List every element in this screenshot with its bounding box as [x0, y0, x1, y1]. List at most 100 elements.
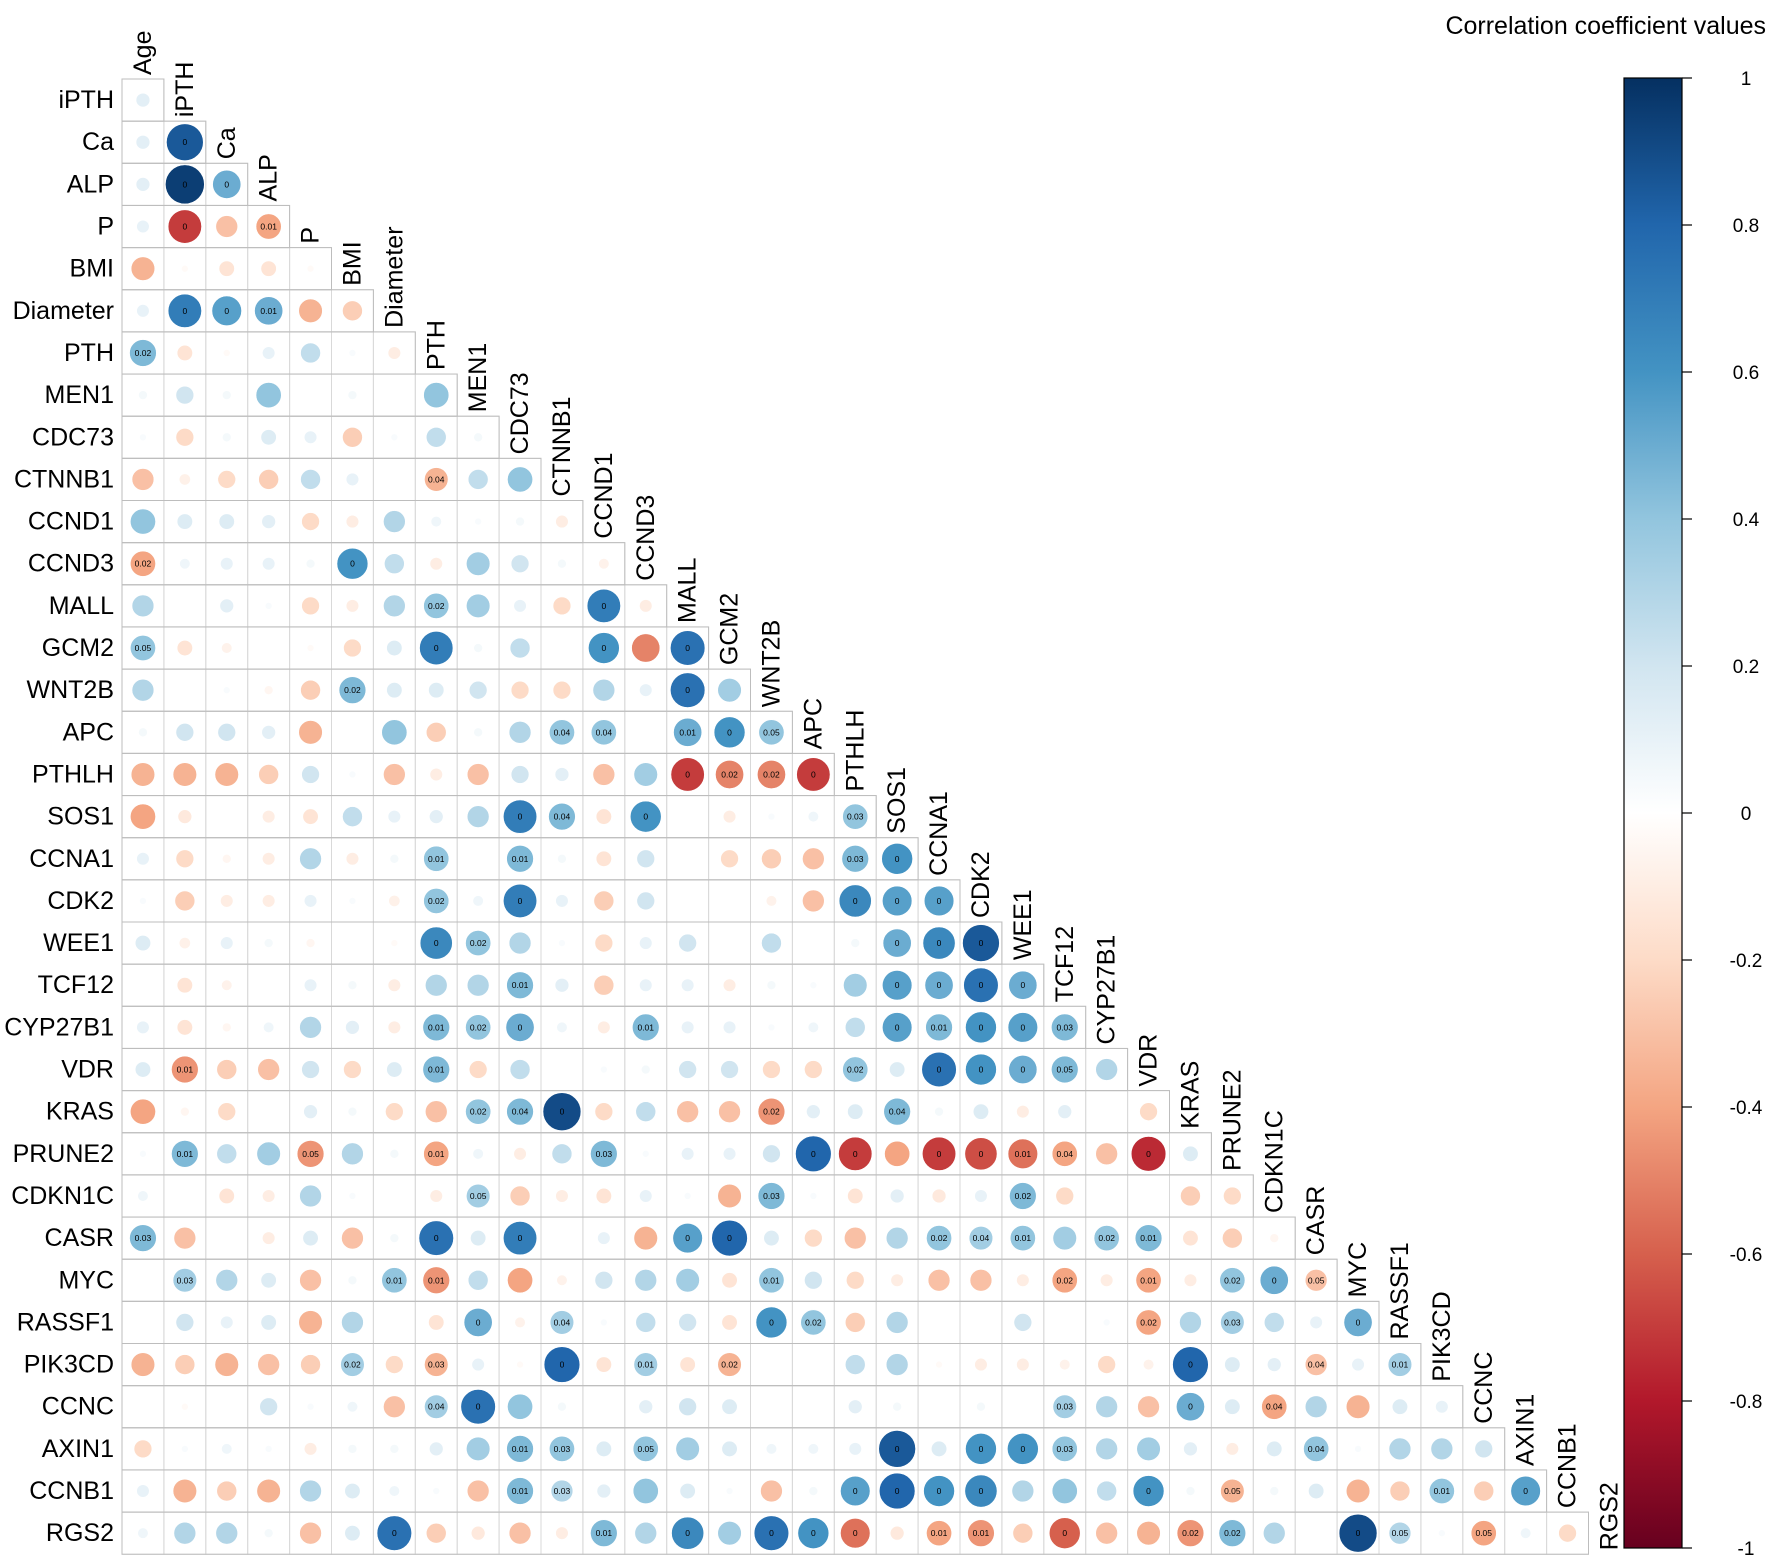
col-label-ccna1: CCNA1 [925, 791, 953, 876]
p-value-label: 0.02 [847, 1065, 864, 1075]
corr-circle-apc-wnt2b [758, 719, 785, 746]
corr-circle-myc-mall [675, 1268, 700, 1293]
p-value-label: 0.03 [1224, 1317, 1241, 1327]
corr-circle-myc-cdc73 [507, 1267, 533, 1294]
corr-circle-ctnnb1-p [300, 469, 321, 490]
p-value-label: 0.03 [554, 1486, 571, 1496]
corr-circle-ctnnb1-diameter [392, 477, 397, 482]
corr-circle-axin1-apc [807, 1443, 819, 1455]
corr-circle-wee1-sos1 [882, 928, 912, 958]
corr-circle-axin1-pik3cd [1430, 1437, 1454, 1461]
corr-circle-prune2-kras [1182, 1145, 1199, 1162]
p-value-label: 0.04 [973, 1233, 990, 1243]
p-value-label: 0.02 [721, 769, 738, 779]
corr-circle-kras-gcm2 [718, 1100, 741, 1123]
corr-circle-pthlh-men1 [466, 763, 490, 786]
corr-circle-cdk2-ccnd1 [593, 890, 615, 912]
corr-circle-mall-ccnd1 [586, 588, 621, 623]
p-value-label: 0.03 [847, 854, 864, 864]
corr-circle-ccnd1-age [130, 508, 156, 535]
corr-circle-pik3cd-vdr [1142, 1358, 1155, 1371]
corr-circle-pth-age [129, 339, 157, 367]
corr-circle-kras-pth [424, 1100, 448, 1123]
col-label-ccnb1: CCNB1 [1554, 1423, 1582, 1508]
corr-circle-cdkn1c-pth [429, 1189, 443, 1203]
corr-circle-casr-mall [672, 1222, 703, 1254]
corr-circle-ccnc-cyp27b1 [1095, 1395, 1118, 1418]
corr-circle-cdk2-sos1 [882, 885, 913, 917]
corr-circle-myc-diameter [381, 1267, 408, 1294]
corr-circle-rassf1-wee1 [1013, 1313, 1033, 1332]
corr-circle-pth-ca [222, 349, 231, 357]
col-label-sos1: SOS1 [883, 767, 911, 834]
corr-circle-ccnb1-mall [679, 1482, 696, 1500]
corr-circle-rassf1-pthlh [844, 1312, 866, 1333]
corr-circle-p-alp [255, 213, 282, 240]
corr-circle-rgs2-vdr [1136, 1521, 1161, 1546]
corr-circle-cdkn1c-vdr [1146, 1194, 1151, 1198]
corr-circle-men1-bmi [347, 390, 358, 400]
corr-circle-tcf12-mall [681, 978, 695, 992]
corr-circle-men1-p [308, 393, 313, 397]
p-value-label: 0 [685, 1528, 690, 1538]
corr-circle-ccnd1-alp [261, 514, 276, 529]
corr-circle-cyp27b1-mall [681, 1020, 695, 1034]
p-value-label: 0.02 [1224, 1275, 1241, 1285]
corr-circle-pik3cd-pthlh [844, 1354, 866, 1375]
corr-circle-sos1-gcm2 [722, 810, 737, 824]
colorbar-tick-label: -0.4 [1730, 1098, 1763, 1119]
corr-circle-cyp27b1-sos1 [882, 1012, 913, 1043]
corr-circle-casr-bmi [341, 1226, 364, 1250]
corr-circle-axin1-cdc73 [506, 1435, 534, 1463]
corr-circle-casr-ipth [173, 1226, 197, 1250]
corr-circle-axin1-mall [675, 1436, 700, 1462]
corr-circle-rgs2-casr [1314, 1531, 1318, 1535]
corr-circle-ccnb1-cyp27b1 [1096, 1480, 1117, 1502]
corr-circle-rgs2-men1 [470, 1525, 486, 1541]
corr-circle-ccnd3-p [305, 558, 316, 569]
corr-circle-casr-gcm2 [711, 1219, 748, 1257]
corr-circle-wnt2b-mall [670, 672, 706, 708]
corr-circle-pthlh-bmi [348, 770, 357, 779]
corr-circle-ccnc-cdkn1c [1261, 1393, 1288, 1420]
corr-circle-cdk2-pthlh [838, 884, 872, 918]
corr-circle-ccnd1-diameter [383, 510, 406, 533]
corr-circle-ccnb1-axin1 [1510, 1475, 1541, 1507]
corr-circle-rassf1-cyp27b1 [1102, 1318, 1111, 1327]
corr-circle-tcf12-ccnd1 [593, 974, 615, 996]
corr-circle-casr-pth [418, 1220, 454, 1256]
corr-circle-ccnb1-pthlh [840, 1475, 871, 1507]
p-value-label: 0.02 [470, 1107, 487, 1117]
p-value-labels: 0 0 0 0 0.01 0 0 0.01 0.02 0.04 0.02 0 0.02 0 0.05 0 0 0 0… [135, 137, 1529, 1538]
corr-circle-pik3cd-sos1 [885, 1353, 909, 1376]
corr-circle-axin1-ccna1 [931, 1440, 948, 1457]
corr-circle-tcf12-wee1 [1008, 970, 1038, 1000]
corr-circle-cdk2-mall [685, 899, 690, 903]
corr-circle-rassf1-bmi [341, 1311, 364, 1334]
corr-circle-kras-apc [806, 1104, 821, 1119]
corr-circle-rgs2-ccna1 [926, 1520, 952, 1547]
corr-circle-sos1-wnt2b [767, 812, 776, 821]
corr-circle-ccna1-diameter [389, 854, 400, 864]
corr-circle-ccnb1-ca [216, 1480, 238, 1502]
col-label-myc: MYC [1344, 1242, 1372, 1298]
corr-circle-casr-prune2 [1222, 1227, 1243, 1249]
corr-circle-rassf1-mall [678, 1313, 697, 1332]
corr-circle-ccnb1-ipth [172, 1478, 197, 1504]
corr-circle-casr-ca [224, 1236, 229, 1240]
row-label-ca: Ca [82, 128, 114, 156]
corr-circle-wee1-ca [220, 936, 234, 950]
p-value-label: 0.01 [512, 854, 529, 864]
corr-circle-ccna1-alp [262, 852, 276, 866]
p-value-label: 0 [434, 1233, 439, 1243]
corr-circle-prune2-tcf12 [1051, 1140, 1078, 1167]
corr-circle-men1-age [138, 390, 148, 400]
p-value-label: 0.04 [428, 1402, 445, 1412]
colorbar-tick-label: -0.8 [1730, 1392, 1763, 1413]
corr-circle-ccnc-prune2 [1224, 1398, 1241, 1415]
corr-circle-ccnd3-pth [429, 557, 443, 571]
corr-circle-rassf1-kras [1179, 1311, 1202, 1334]
p-value-label: 0.03 [428, 1360, 445, 1370]
corr-circle-ccnc-bmi [346, 1401, 359, 1413]
